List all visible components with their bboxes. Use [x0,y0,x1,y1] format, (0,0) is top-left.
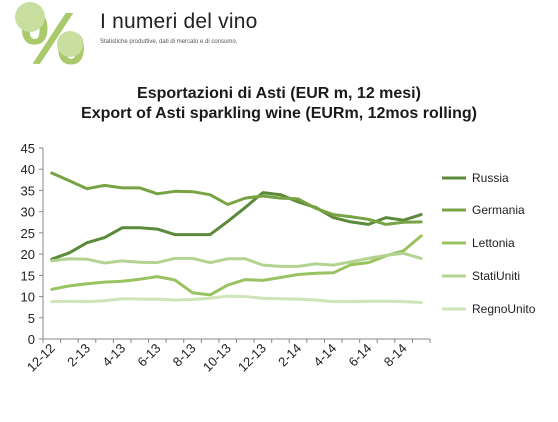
legend: Russia Germania Lettonia StatiUniti RegnoUni… [442,171,536,316]
y-tick-label: 45 [21,141,35,156]
grape-icon [15,2,45,32]
chart-axes [42,148,430,340]
y-tick-label: 10 [21,290,35,305]
legend-label: Lettonia [472,236,515,250]
x-tick-label: 4-13 [99,341,128,370]
y-tick-label: 5 [28,311,35,326]
y-tick-label: 35 [21,183,35,198]
x-tick-label: 2-14 [275,341,304,370]
series-line-regnounito [50,294,423,304]
series-line-statiuniti [50,251,423,268]
legend-label: Russia [472,171,509,185]
chart-title-line-2: Export of Asti sparkling wine (EURm, 12m… [81,105,477,122]
site-header: % I numeri del vino Statistiche produtti… [0,0,558,72]
y-tick-label: 15 [21,268,35,283]
x-tick-label: 8-13 [170,341,199,370]
x-tick-label: 8-14 [381,341,410,370]
series-line-germania [50,171,423,226]
y-tick-label: 20 [21,247,35,262]
y-axis-ticks: 0 5 10 15 20 25 30 35 40 45 [21,141,43,347]
x-tick-label: 12-13 [235,341,269,375]
legend-label: StatiUniti [472,269,520,283]
grape-percent-logo: % [15,0,86,72]
grape-icon [57,31,83,57]
x-tick-label: 4-14 [310,341,339,370]
legend-label: Germania [472,203,525,217]
y-tick-label: 40 [21,162,35,177]
y-tick-label: 25 [21,226,35,241]
brand-title: I numeri del vino [100,10,258,33]
x-tick-label: 6-14 [346,341,375,370]
series-line-lettonia [50,234,423,297]
chart-title: Esportazioni di Asti (EUR m, 12 mesi) Ex… [0,84,558,124]
x-axis-ticks: 12-12 2-13 4-13 6-13 8-13 10-13 12-13 2-14 4-14 6… [24,339,431,375]
y-tick-label: 30 [21,205,35,220]
chart-title-line-1: Esportazioni di Asti (EUR m, 12 mesi) [137,85,421,102]
legend-label: RegnoUnito [472,302,536,316]
x-tick-label: 6-13 [134,341,163,370]
y-tick-label: 0 [28,332,35,347]
x-tick-label: 2-13 [64,341,93,370]
series-line-russia [50,191,423,261]
series-lines [50,171,423,304]
brand-subtitle: Statistiche produttive, dati di mercato … [100,39,238,45]
x-tick-label: 10-13 [200,341,234,375]
